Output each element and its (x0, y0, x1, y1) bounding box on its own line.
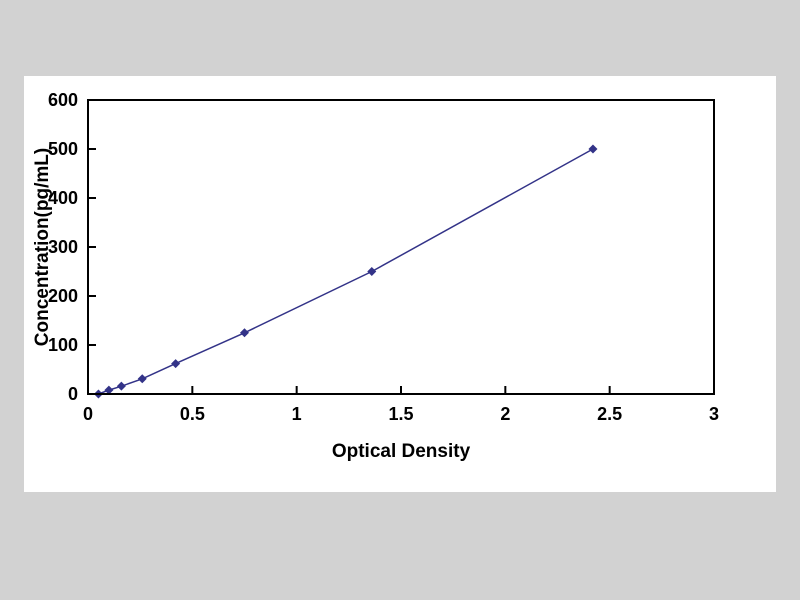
data-point-marker (367, 267, 377, 276)
data-point-marker (137, 374, 147, 384)
x-tick-label: 1 (292, 404, 302, 424)
y-tick-label: 600 (48, 90, 78, 110)
y-tick-label: 0 (68, 384, 78, 404)
x-tick-label: 2 (500, 404, 510, 424)
data-point-marker (104, 385, 114, 395)
x-tick-label: 3 (709, 404, 719, 424)
axis-ticks: 0 0.5 1 1.5 2 2.5 3 0 100 200 300 400 500 600 (48, 90, 719, 424)
x-tick-label: 1.5 (388, 404, 413, 424)
x-axis-title: Optical Density (332, 441, 471, 462)
chart-panel (24, 76, 776, 492)
y-tick-label: 400 (48, 188, 78, 208)
y-axis-title: Concentration(pg/mL) (32, 148, 53, 346)
data-point-marker (588, 144, 598, 154)
y-tick-label: 100 (48, 335, 78, 355)
data-point-marker (171, 359, 181, 369)
data-point-marker (116, 381, 126, 391)
y-tick-label: 500 (48, 139, 78, 159)
y-tick-label: 200 (48, 286, 78, 306)
y-tick-label: 300 (48, 237, 78, 257)
plot-frame (87, 99, 715, 395)
x-tick-label: 0.5 (180, 404, 205, 424)
x-tick-label: 2.5 (597, 404, 622, 424)
x-tick-label: 0 (83, 404, 93, 424)
data-series (93, 144, 598, 399)
data-point-marker (240, 328, 249, 338)
